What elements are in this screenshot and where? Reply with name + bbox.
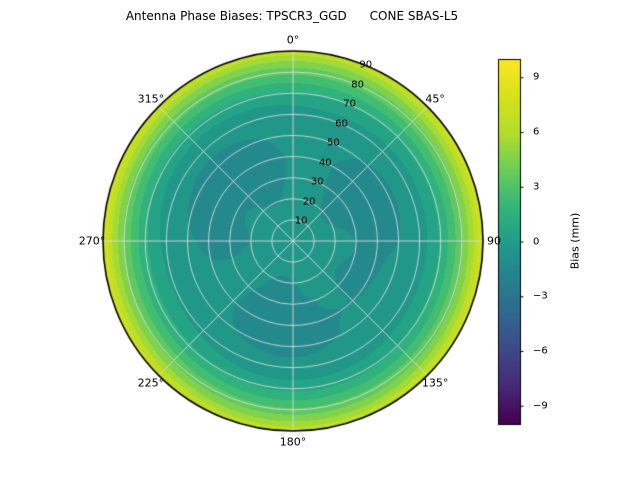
figure: Antenna Phase Biases: TPSCR3_GGD CONE SB… xyxy=(0,0,640,480)
polar-heatmap-canvas xyxy=(0,0,640,480)
